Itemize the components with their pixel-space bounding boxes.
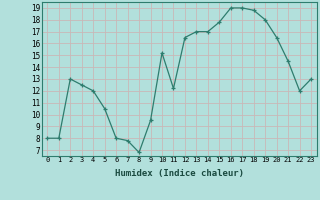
X-axis label: Humidex (Indice chaleur): Humidex (Indice chaleur) [115, 169, 244, 178]
